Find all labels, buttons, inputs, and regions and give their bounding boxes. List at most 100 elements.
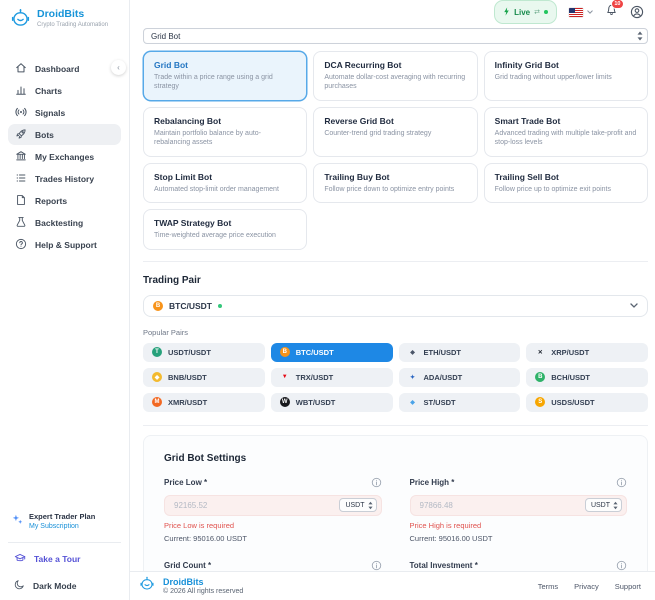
pair-button-usdt-usdt[interactable]: T USDT/USDT bbox=[143, 342, 265, 362]
sidebar-item-my-exchanges[interactable]: My Exchanges bbox=[8, 146, 121, 167]
brand-name: DroidBits bbox=[37, 8, 85, 20]
plan-name: Expert Trader Plan bbox=[29, 512, 96, 521]
pair-button-bch-usdt[interactable]: B BCH/USDT bbox=[526, 367, 648, 387]
bot-card-description: Trade within a price range using a grid … bbox=[154, 74, 273, 91]
bot-card-title: Reverse Grid Bot bbox=[324, 115, 394, 126]
sidebar-item-help-support[interactable]: Help & Support bbox=[8, 234, 121, 255]
take-a-tour-button[interactable]: Take a Tour bbox=[8, 552, 121, 566]
grid-bot-settings-heading: Grid Bot Settings bbox=[164, 452, 247, 464]
live-mode-badge[interactable]: Live ⇄ bbox=[494, 0, 557, 24]
pair-button-xrp-usdt[interactable]: ✕ XRP/USDT bbox=[526, 342, 648, 362]
support-link[interactable]: Support bbox=[614, 581, 641, 591]
bot-card-dca-recurring-bot[interactable]: DCA Recurring Bot Automate dollar-cost a… bbox=[313, 51, 478, 101]
sidebar-item-label: Reports bbox=[35, 195, 68, 206]
terms-link[interactable]: Terms bbox=[537, 581, 559, 591]
bot-card-twap-strategy-bot[interactable]: TWAP Strategy Bot Time-weighted average … bbox=[143, 209, 308, 250]
xmr-coin-icon: M bbox=[152, 397, 162, 408]
bot-type-select[interactable]: Grid Bot bbox=[143, 28, 648, 44]
bot-card-title: Infinity Grid Bot bbox=[494, 60, 559, 70]
sidebar-item-backtesting[interactable]: Backtesting bbox=[8, 212, 121, 233]
bar-chart-icon bbox=[15, 84, 27, 98]
sidebar-item-reports[interactable]: Reports bbox=[8, 190, 121, 211]
usds-coin-icon: S bbox=[535, 397, 546, 408]
sidebar-item-label: Bots bbox=[35, 129, 54, 140]
pair-button-st-usdt[interactable]: ◆ ST/USDT bbox=[398, 392, 521, 412]
price-high-input[interactable] bbox=[419, 500, 581, 510]
bot-card-title: DCA Recurring Bot bbox=[324, 60, 402, 70]
grid-count-label: Grid Count * bbox=[164, 560, 212, 570]
bot-card-stop-limit-bot[interactable]: Stop Limit Bot Automated stop-limit orde… bbox=[143, 162, 308, 204]
sidebar-item-dashboard[interactable]: Dashboard bbox=[8, 58, 121, 79]
pair-button-bnb-usdt[interactable]: ◆ BNB/USDT bbox=[143, 367, 265, 387]
sidebar-item-label: My Exchanges bbox=[35, 151, 95, 162]
subscription-plan-block[interactable]: Expert Trader Plan My Subscription bbox=[8, 512, 121, 530]
pair-button-xmr-usdt[interactable]: M XMR/USDT bbox=[143, 392, 265, 412]
info-icon[interactable] bbox=[616, 560, 627, 571]
bot-card-reverse-grid-bot[interactable]: Reverse Grid Bot Counter-trend grid trad… bbox=[313, 106, 478, 157]
dark-mode-toggle[interactable]: Dark Mode bbox=[8, 579, 121, 592]
bot-card-grid-bot[interactable]: Grid Bot Trade within a price range usin… bbox=[143, 51, 308, 101]
privacy-link[interactable]: Privacy bbox=[574, 581, 599, 591]
pair-label: ST/USDT bbox=[423, 397, 456, 407]
info-icon[interactable] bbox=[616, 477, 627, 488]
price-high-currency-select[interactable]: USDT bbox=[584, 498, 622, 513]
btc-coin-icon: B bbox=[279, 347, 290, 358]
sidebar-item-label: Dashboard bbox=[35, 63, 80, 74]
price-low-label: Price Low * bbox=[164, 477, 208, 487]
pair-button-usds-usdt[interactable]: S USDS/USDT bbox=[526, 392, 648, 412]
pair-button-btc-usdt[interactable]: B BTC/USDT bbox=[270, 342, 393, 362]
bot-card-infinity-grid-bot[interactable]: Infinity Grid Bot Grid trading without u… bbox=[483, 51, 648, 101]
us-flag-icon bbox=[569, 7, 583, 17]
info-icon[interactable] bbox=[371, 477, 382, 488]
sidebar-item-signals[interactable]: Signals bbox=[8, 102, 121, 123]
notifications-button[interactable]: 10 bbox=[605, 0, 624, 21]
sidebar-item-label: Signals bbox=[35, 107, 66, 118]
bot-type-cards: Grid Bot Trade within a price range usin… bbox=[143, 51, 648, 262]
sidebar-nav: Dashboard Charts Signals Bots My Exchang… bbox=[8, 58, 121, 255]
xrp-coin-icon: ✕ bbox=[537, 349, 543, 356]
bot-card-description: Counter-trend grid trading strategy bbox=[324, 129, 432, 137]
pair-label: XMR/USDT bbox=[168, 397, 208, 407]
bot-card-trailing-sell-bot[interactable]: Trailing Sell Bot Follow price up to opt… bbox=[483, 162, 648, 204]
bot-card-description: Follow price down to optimize entry poin… bbox=[324, 185, 455, 193]
sidebar-item-label: Backtesting bbox=[35, 217, 84, 228]
sidebar-collapse-button[interactable]: ‹ bbox=[111, 60, 126, 75]
trading-pair-heading: Trading Pair bbox=[143, 274, 201, 286]
pair-button-trx-usdt[interactable]: ▼ TRX/USDT bbox=[270, 367, 393, 387]
pair-status-dot bbox=[217, 303, 222, 308]
my-subscription-link[interactable]: My Subscription bbox=[29, 523, 79, 530]
select-stepper-icon bbox=[613, 501, 618, 509]
pair-label: ADA/USDT bbox=[423, 372, 463, 382]
info-icon[interactable] bbox=[371, 560, 382, 571]
price-high-input-wrap: USDT bbox=[409, 494, 627, 516]
footer-brand-link[interactable]: DroidBits bbox=[163, 577, 204, 587]
sidebar-item-bots[interactable]: Bots bbox=[8, 124, 121, 145]
pair-button-eth-usdt[interactable]: ◆ ETH/USDT bbox=[398, 342, 521, 362]
sidebar-item-trades-history[interactable]: Trades History bbox=[8, 168, 121, 189]
brand-logo-block[interactable]: DroidBits Crypto Trading Automation bbox=[8, 8, 121, 34]
sidebar-item-label: Help & Support bbox=[35, 239, 97, 250]
bot-card-description: Maintain portfolio balance by auto-rebal… bbox=[154, 129, 262, 147]
sidebar-item-label: Charts bbox=[35, 85, 62, 96]
trading-pair-section: Trading Pair B BTC/USDT Popular Pairs T … bbox=[143, 262, 648, 426]
bot-card-title: Rebalancing Bot bbox=[154, 115, 222, 126]
pair-button-wbt-usdt[interactable]: W WBT/USDT bbox=[270, 392, 393, 412]
bot-card-rebalancing-bot[interactable]: Rebalancing Bot Maintain portfolio balan… bbox=[143, 106, 308, 157]
footer-copyright: © 2026 All rights reserved bbox=[163, 588, 244, 595]
rocket-icon bbox=[15, 128, 27, 142]
moon-icon bbox=[14, 579, 25, 592]
bot-card-trailing-buy-bot[interactable]: Trailing Buy Bot Follow price down to op… bbox=[313, 162, 478, 204]
brand-tagline: Crypto Trading Automation bbox=[37, 21, 109, 28]
language-selector[interactable] bbox=[569, 7, 593, 17]
page-content: Grid Bot Grid Bot Trade within a price r… bbox=[130, 24, 655, 600]
price-low-currency-select[interactable]: USDT bbox=[339, 498, 377, 513]
profile-button[interactable] bbox=[630, 5, 644, 19]
trading-pair-dropdown[interactable]: B BTC/USDT bbox=[143, 294, 648, 317]
sidebar-item-charts[interactable]: Charts bbox=[8, 80, 121, 101]
price-low-input[interactable] bbox=[174, 500, 336, 510]
bot-card-smart-trade-bot[interactable]: Smart Trade Bot Advanced trading with mu… bbox=[483, 106, 648, 157]
home-icon bbox=[15, 62, 27, 76]
price-low-current-hint: Current: 95016.00 USDT bbox=[164, 533, 247, 543]
pair-button-ada-usdt[interactable]: ✦ ADA/USDT bbox=[398, 367, 521, 387]
